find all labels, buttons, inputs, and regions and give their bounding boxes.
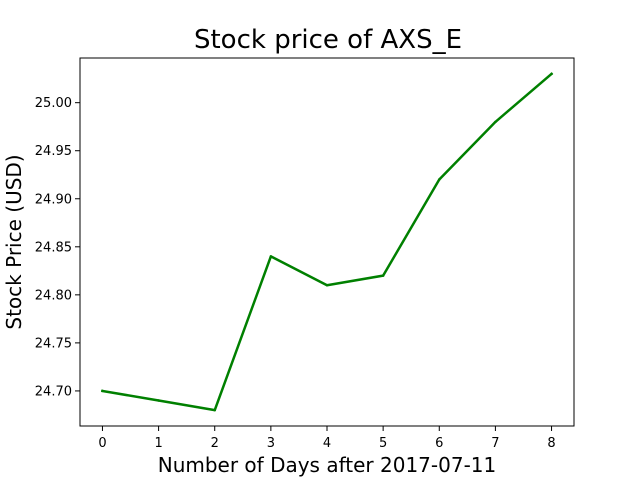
x-tick-label: 8	[547, 436, 555, 451]
data-point	[325, 283, 329, 287]
y-axis-label: Stock Price (USD)	[2, 154, 26, 329]
x-tick-label: 1	[154, 436, 162, 451]
y-tick-label: 24.95	[35, 144, 72, 159]
y-tick-label: 25.00	[35, 96, 72, 111]
data-point	[550, 72, 553, 76]
x-tick-label: 6	[435, 436, 443, 451]
x-tick-label: 2	[211, 436, 219, 451]
y-tick-label: 24.70	[35, 384, 72, 399]
x-tick-label: 3	[267, 436, 275, 451]
chart-title: Stock price of AXS_E	[194, 25, 462, 55]
y-tick-label: 24.75	[35, 336, 72, 351]
x-axis-ticks: 0 1 2 3 4 5 6 7 8	[98, 426, 556, 451]
data-point	[157, 399, 160, 402]
y-tick-label: 24.80	[35, 288, 72, 303]
data-point	[213, 408, 216, 412]
data-point	[438, 178, 441, 181]
x-tick-label: 7	[491, 436, 499, 451]
data-point	[381, 274, 385, 277]
plot-frame	[79, 57, 575, 427]
data-point	[269, 255, 273, 258]
x-tick-label: 5	[379, 436, 387, 451]
x-tick-label: 0	[98, 436, 106, 451]
y-tick-label: 24.90	[35, 192, 72, 207]
x-axis-label: Number of Days after 2017-07-11	[158, 453, 497, 477]
data-point	[494, 120, 497, 124]
data-point	[101, 389, 104, 393]
y-axis-ticks: 24.70 24.75 24.80 24.85 24.90 24.95 25.00	[35, 96, 80, 399]
y-tick-label: 24.85	[35, 240, 72, 255]
series-layer	[101, 72, 554, 412]
x-tick-label: 4	[323, 436, 331, 451]
